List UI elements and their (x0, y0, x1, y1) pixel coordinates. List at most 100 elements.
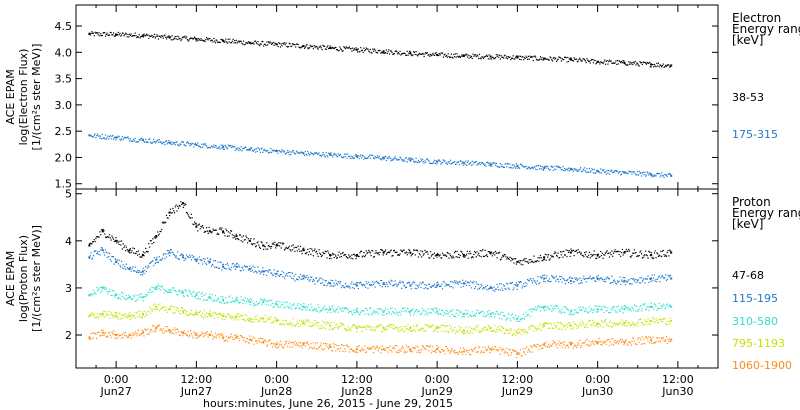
electron-scatter-dot (513, 164, 515, 166)
proton-scatter-dot (588, 277, 591, 279)
electron-scatter-dot (538, 59, 540, 61)
electron-scatter-dot (282, 42, 284, 44)
proton-scatter-dot (305, 276, 307, 279)
proton-scatter-dot (498, 317, 501, 320)
proton-scatter-dot (579, 277, 581, 279)
electron-scatter-dot (319, 154, 322, 156)
proton-scatter-dot (465, 309, 467, 312)
proton-scatter-dot (118, 312, 120, 314)
proton-data-point (409, 348, 412, 351)
electron-scatter-dot (360, 154, 362, 156)
proton-scatter-dot (311, 306, 313, 308)
proton-scatter-dot (272, 306, 274, 309)
proton-scatter-dot (243, 319, 245, 321)
electron-scatter-dot (380, 51, 383, 53)
proton-scatter-dot (468, 282, 470, 284)
proton-scatter-dot (231, 234, 233, 236)
proton-scatter-dot (388, 280, 390, 283)
electron-scatter-dot (544, 165, 546, 167)
proton-scatter-dot (384, 250, 386, 253)
proton-scatter-dot (600, 307, 603, 309)
electron-scatter-dot (291, 151, 293, 153)
proton-scatter-dot (401, 328, 404, 330)
proton-scatter-dot (626, 250, 628, 253)
electron-scatter-dot (665, 65, 668, 68)
proton-scatter-dot (328, 282, 331, 285)
electron-scatter-dot (312, 48, 314, 50)
electron-scatter-dot (669, 66, 671, 68)
proton-scatter-dot (480, 283, 482, 286)
proton-scatter-dot (242, 302, 244, 304)
proton-scatter-dot (496, 283, 498, 286)
proton-scatter-dot (569, 322, 571, 324)
proton-scatter-dot (88, 243, 91, 245)
proton-scatter-dot (275, 343, 277, 345)
proton-scatter-dot (620, 308, 622, 310)
proton-scatter-dot (616, 311, 619, 313)
electron-scatter-dot (517, 165, 519, 167)
electron-scatter-dot (662, 63, 664, 65)
proton-scatter-dot (110, 311, 112, 313)
proton-scatter-dot (315, 277, 317, 279)
electron-scatter-dot (483, 56, 485, 58)
proton-scatter-dot (361, 285, 363, 287)
proton-scatter-dot (188, 257, 190, 259)
proton-scatter-dot (409, 282, 411, 284)
electron-scatter-dot (409, 157, 411, 159)
proton-scatter-dot (300, 278, 302, 281)
proton-scatter-dot (669, 304, 671, 306)
proton-scatter-dot (536, 307, 538, 309)
proton-scatter-dot (539, 310, 542, 312)
proton-scatter-dot (254, 270, 257, 272)
proton-scatter-dot (432, 285, 434, 287)
proton-scatter-dot (650, 252, 652, 254)
proton-scatter-dot (230, 335, 232, 337)
proton-scatter-dot (161, 286, 163, 288)
electron-scatter-dot (361, 154, 363, 157)
proton-scatter-dot (195, 222, 197, 224)
proton-scatter-dot (510, 257, 513, 259)
proton-data-point (596, 253, 599, 256)
proton-scatter-dot (481, 329, 483, 332)
proton-scatter-dot (667, 274, 669, 276)
electron-scatter-dot (327, 45, 329, 47)
proton-scatter-dot (254, 340, 257, 342)
proton-scatter-dot (604, 279, 606, 281)
electron-scatter-dot (315, 45, 318, 48)
proton-scatter-dot (130, 315, 132, 317)
electron-scatter-dot (606, 59, 608, 62)
electron-scatter-dot (337, 153, 339, 155)
proton-scatter-dot (162, 328, 164, 330)
electron-scatter-dot (397, 52, 400, 54)
proton-scatter-dot (122, 243, 124, 245)
electron-scatter-dot (502, 166, 505, 169)
electron-scatter-dot (210, 145, 213, 147)
electron-scatter-dot (623, 171, 625, 173)
proton-scatter-dot (353, 287, 355, 290)
electron-scatter-dot (556, 59, 558, 61)
electron-scatter-dot (208, 146, 210, 149)
proton-scatter-dot (259, 299, 262, 301)
proton-scatter-dot (228, 314, 230, 316)
proton-scatter-dot (208, 226, 210, 229)
proton-scatter-dot (330, 257, 332, 260)
proton-scatter-dot (221, 302, 223, 304)
electron-scatter-dot (463, 54, 465, 56)
proton-scatter-dot (339, 256, 341, 258)
electron-scatter-dot (122, 139, 124, 141)
proton-scatter-dot (516, 320, 518, 323)
proton-scatter-dot (372, 284, 375, 286)
proton-scatter-dot (349, 255, 351, 257)
proton-scatter-dot (157, 231, 159, 233)
proton-scatter-dot (451, 314, 453, 316)
electron-scatter-dot (653, 66, 655, 68)
proton-scatter-dot (482, 287, 485, 289)
proton-scatter-dot (419, 313, 421, 315)
proton-scatter-dot (156, 256, 158, 258)
proton-scatter-dot (360, 250, 363, 252)
proton-scatter-dot (431, 285, 433, 287)
electron-scatter-dot (611, 62, 613, 64)
electron-scatter-dot (523, 59, 525, 61)
electron-scatter-dot (304, 46, 306, 48)
proton-scatter-dot (112, 290, 115, 292)
